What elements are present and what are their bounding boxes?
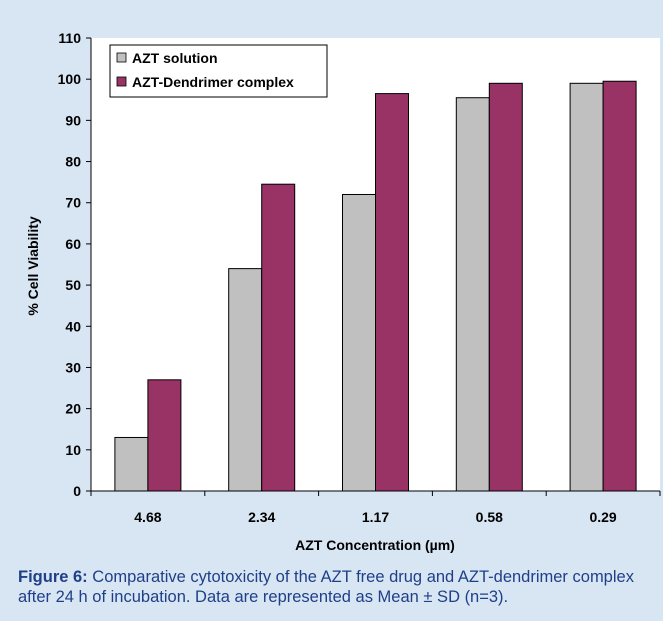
x-tick-label: 0.29 <box>589 509 616 525</box>
y-tick-label: 50 <box>65 277 81 293</box>
legend-label-azt-solution: AZT solution <box>132 50 218 66</box>
legend: AZT solution AZT-Dendrimer complex <box>109 44 328 98</box>
y-tick-label: 30 <box>65 359 81 375</box>
bar-chart: 0 10 20 30 40 50 60 70 80 90 100 110 4.68 2.34 1.17 0.… <box>25 30 661 553</box>
y-tick-label: 60 <box>65 236 81 252</box>
bar-azt-solution-2 <box>342 193 376 492</box>
bar-azt-solution-0 <box>114 436 149 492</box>
legend-box <box>109 44 328 98</box>
caption-label: Figure 6: <box>18 568 88 586</box>
y-tick-label: 10 <box>65 442 81 458</box>
y-tick-label: 40 <box>65 318 81 334</box>
bar-azt-dendrimer-2 <box>375 93 409 492</box>
figure-caption: Figure 6: Comparative cytotoxicity of th… <box>18 567 658 607</box>
x-tick-label: 4.68 <box>134 509 161 525</box>
y-tick-label: 110 <box>58 30 81 46</box>
bar-azt-dendrimer-4 <box>602 80 637 492</box>
y-tick-label: 0 <box>73 483 81 499</box>
bar-azt-solution-3 <box>455 97 490 492</box>
x-tick-label: 1.17 <box>362 509 389 525</box>
y-tick-label: 20 <box>65 401 81 417</box>
y-tick-label: 80 <box>65 154 81 170</box>
x-tick-label: 0.58 <box>476 509 503 525</box>
x-tick-label: 2.34 <box>248 509 275 525</box>
legend-swatch-azt-solution <box>116 52 127 63</box>
bar-azt-dendrimer-3 <box>488 82 523 492</box>
bar-azt-solution-1 <box>228 268 263 492</box>
y-tick-label: 70 <box>65 195 81 211</box>
bar-azt-solution-4 <box>569 82 604 492</box>
y-axis-label: % Cell Viability <box>25 216 41 316</box>
y-tick-label: 90 <box>65 112 81 128</box>
legend-swatch-azt-dendrimer <box>116 76 127 87</box>
bar-azt-dendrimer-1 <box>261 183 296 492</box>
y-tick-label: 100 <box>58 71 82 87</box>
bar-azt-dendrimer-0 <box>147 379 182 492</box>
caption-text: Comparative cytotoxicity of the AZT free… <box>18 568 634 606</box>
legend-label-azt-dendrimer: AZT-Dendrimer complex <box>132 74 294 90</box>
x-axis-label: AZT Concentration (µm) <box>295 537 455 553</box>
